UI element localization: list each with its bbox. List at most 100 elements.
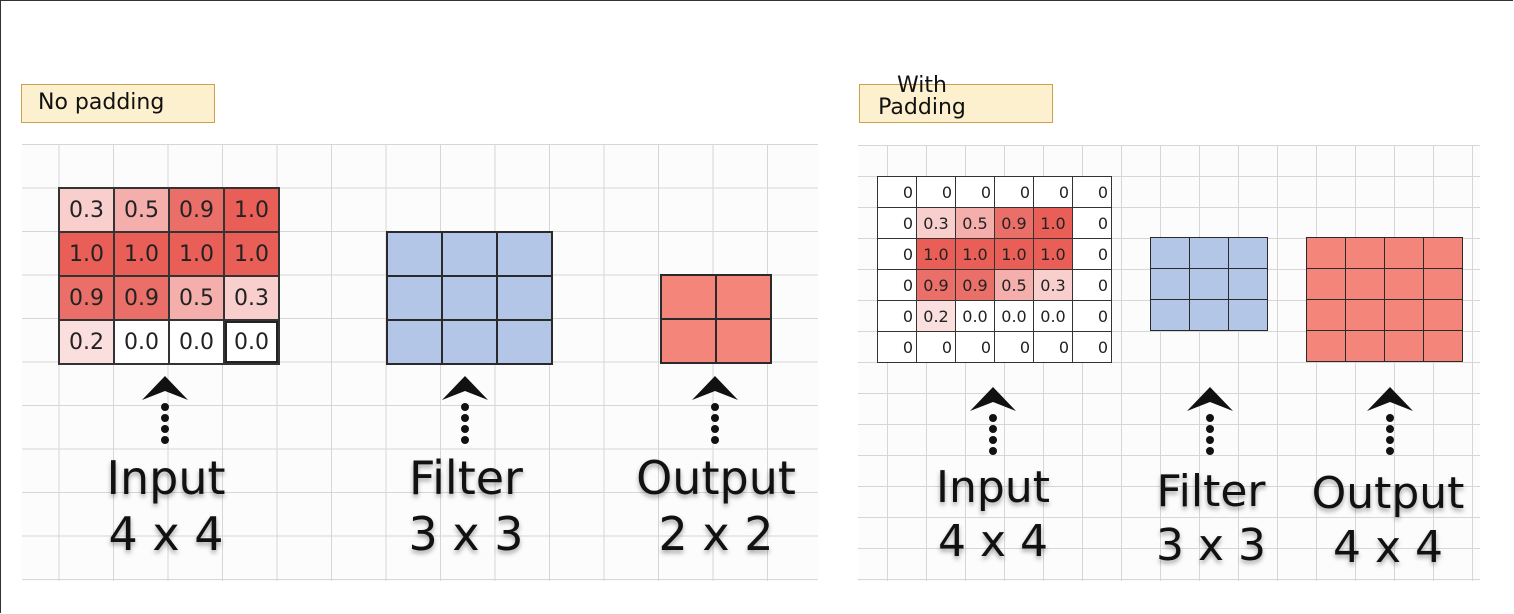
matrix-cell: 0: [877, 331, 917, 363]
matrix-cell: [496, 231, 553, 277]
input-dimension: 4 x 4: [108, 507, 224, 562]
matrix-cell: 1.0: [223, 187, 280, 233]
matrix-row: 0 1.0 1.0 1.0 1.0 0: [877, 238, 1112, 270]
matrix-cell: 0: [1072, 331, 1112, 363]
matrix-cell: 0.9: [955, 269, 995, 301]
matrix-cell: [1306, 299, 1346, 331]
matrix-cell: [1306, 237, 1346, 269]
matrix-cell: 0.9: [168, 187, 225, 233]
padded-output-dimension: 4 x 4: [1333, 521, 1443, 573]
matrix-cell: 0.2: [916, 300, 956, 332]
matrix-row: 0.2 0.0 0.0 0.0: [58, 319, 280, 365]
input-arrow-icon: [142, 376, 188, 444]
matrix-row: [1150, 268, 1268, 300]
matrix-cell: [1384, 330, 1424, 362]
matrix-cell: [1423, 268, 1463, 300]
matrix-cell: 0: [1072, 269, 1112, 301]
matrix-cell: 0.0: [994, 300, 1034, 332]
matrix-cell: 0: [1072, 176, 1112, 208]
matrix-cell: 0: [916, 331, 956, 363]
matrix-cell: 0: [1072, 207, 1112, 239]
with-padding-output-label: Output 4 x 4: [1298, 467, 1478, 574]
matrix-cell: [1189, 299, 1229, 331]
matrix-row: [1306, 330, 1463, 362]
no-padding-label: No padding: [38, 90, 165, 115]
matrix-cell: [1228, 237, 1268, 269]
matrix-cell: 0.3: [916, 207, 956, 239]
matrix-cell: [1345, 330, 1385, 362]
padded-input-arrow-icon: [970, 387, 1016, 455]
matrix-row: [1150, 299, 1268, 331]
matrix-cell: 0: [916, 176, 956, 208]
with-padding-output-matrix: [1306, 237, 1463, 362]
matrix-cell: [1423, 330, 1463, 362]
matrix-cell: [1150, 268, 1190, 300]
matrix-cell: 0.5: [994, 269, 1034, 301]
matrix-cell: 1.0: [916, 238, 956, 270]
no-padding-tag: No padding: [21, 84, 215, 123]
matrix-cell: [1384, 237, 1424, 269]
matrix-cell: [1228, 299, 1268, 331]
matrix-cell: 0: [994, 331, 1034, 363]
matrix-row: 0.3 0.5 0.9 1.0: [58, 187, 280, 233]
matrix-cell: 0: [877, 176, 917, 208]
matrix-cell: [441, 275, 498, 321]
matrix-row: [386, 275, 553, 321]
filter-arrow-icon: [442, 376, 488, 444]
matrix-cell: 0: [877, 269, 917, 301]
with-padding-input-label: Input 4 x 4: [908, 461, 1078, 568]
matrix-cell: [660, 318, 717, 364]
matrix-cell: 0.5: [113, 187, 170, 233]
matrix-cell: 1.0: [113, 231, 170, 277]
padded-input-title: Input: [936, 462, 1050, 513]
matrix-cell: [1189, 237, 1229, 269]
padded-input-dimension: 4 x 4: [938, 515, 1048, 567]
matrix-cell: 0: [1072, 300, 1112, 332]
matrix-cell: 0: [1033, 331, 1073, 363]
matrix-row: 0 0.3 0.5 0.9 1.0 0: [877, 207, 1112, 239]
matrix-row: 0.9 0.9 0.5 0.3: [58, 275, 280, 321]
matrix-cell: [1423, 237, 1463, 269]
matrix-cell: [1345, 237, 1385, 269]
matrix-row: [1306, 268, 1463, 300]
matrix-cell: [441, 319, 498, 365]
matrix-cell: 0: [955, 176, 995, 208]
no-padding-output-label: Output 2 x 2: [620, 450, 812, 562]
matrix-cell: [496, 319, 553, 365]
matrix-cell: 0.3: [223, 275, 280, 321]
matrix-cell: 0: [994, 176, 1034, 208]
matrix-row: [660, 274, 772, 320]
no-padding-filter-label: Filter 3 x 3: [380, 450, 552, 562]
no-padding-panel: 0.3 0.5 0.9 1.0 1.0 1.0 1.0 1.0 0.9 0.9 0.5 0.3 0.2 0…: [22, 144, 818, 581]
matrix-cell: [441, 231, 498, 277]
output-arrow-icon: [692, 376, 738, 444]
matrix-cell: 0.0: [223, 319, 280, 365]
output-dimension: 2 x 2: [658, 507, 774, 562]
with-padding-tag: With Padding: [859, 75, 1053, 123]
matrix-cell: 1.0: [955, 238, 995, 270]
matrix-cell: 1.0: [994, 238, 1034, 270]
matrix-cell: [386, 319, 443, 365]
padded-output-arrow-icon: [1367, 387, 1413, 455]
matrix-cell: [1150, 237, 1190, 269]
matrix-cell: 0: [955, 331, 995, 363]
matrix-cell: [1306, 268, 1346, 300]
matrix-row: [1306, 299, 1463, 331]
matrix-row: 1.0 1.0 1.0 1.0: [58, 231, 280, 277]
matrix-cell: 0.2: [58, 319, 115, 365]
matrix-cell: 0.9: [58, 275, 115, 321]
matrix-cell: [715, 318, 772, 364]
matrix-row: [660, 318, 772, 364]
matrix-cell: 0.9: [113, 275, 170, 321]
matrix-cell: 1.0: [1033, 238, 1073, 270]
matrix-cell: 0.0: [113, 319, 170, 365]
with-padding-label: With Padding: [878, 73, 966, 120]
matrix-row: [1150, 237, 1268, 269]
matrix-cell: 0: [1072, 238, 1112, 270]
matrix-cell: 0.0: [1033, 300, 1073, 332]
padded-output-title: Output: [1311, 468, 1465, 519]
padded-filter-title: Filter: [1156, 466, 1266, 517]
matrix-row: [1306, 237, 1463, 269]
output-title: Output: [636, 451, 796, 505]
